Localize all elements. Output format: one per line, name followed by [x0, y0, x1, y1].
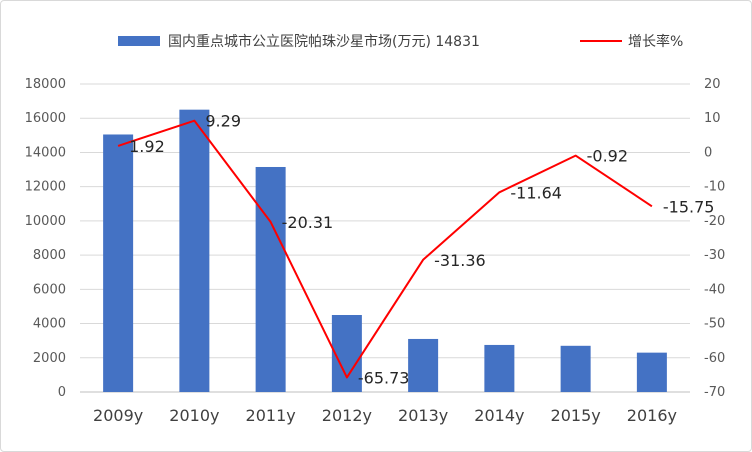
bar	[255, 166, 286, 392]
bar	[331, 315, 362, 392]
line-data-labels: 1.92 9.29 -20.31 -65.73 -31.36 -11.64 -0.92 -15…	[129, 112, 714, 388]
x-axis-tick-label: 2014y	[474, 406, 524, 425]
bar-series	[103, 109, 667, 393]
legend-bar-label: 国内重点城市公立医院帕珠沙星市场(万元) 14831	[168, 33, 480, 50]
bar	[179, 109, 210, 393]
right-axis-tick-label: -20	[704, 214, 725, 229]
line-data-label: -0.92	[587, 147, 628, 166]
left-axis-ticks: 0 2000 4000 6000 8000 10000 12000 14000 16000 180…	[25, 77, 66, 400]
line-data-label: -65.73	[358, 368, 410, 387]
x-axis-tick-label: 2016y	[627, 406, 677, 425]
right-axis-tick-label: -40	[704, 282, 725, 297]
left-axis-tick-label: 6000	[33, 282, 66, 297]
legend-line-label: 增长率%	[628, 33, 683, 50]
bar	[103, 134, 134, 392]
left-axis-tick-label: 14000	[25, 145, 66, 160]
left-axis-tick-label: 0	[58, 385, 66, 400]
left-axis-tick-label: 4000	[33, 317, 66, 332]
line-data-label: -20.31	[282, 213, 334, 232]
left-axis-tick-label: 10000	[25, 214, 66, 229]
right-axis-tick-label: -10	[704, 180, 725, 195]
line-data-label: 1.92	[129, 137, 165, 156]
right-axis-tick-label: -60	[704, 351, 725, 366]
x-axis-ticks: 2009y 2010y 2011y 2012y 2013y 2014y 2015y 2016y	[93, 406, 677, 425]
bar	[560, 345, 591, 392]
right-axis-tick-label: 20	[704, 77, 721, 92]
line-data-label: 9.29	[205, 112, 241, 131]
right-axis-tick-label: -70	[704, 385, 725, 400]
bar	[636, 352, 667, 392]
right-axis-ticks: -70 -60 -50 -40 -30 -20 -10 0 10 20	[704, 77, 725, 400]
x-axis-tick-label: 2015y	[551, 406, 601, 425]
x-axis-tick-label: 2012y	[322, 406, 372, 425]
x-axis-tick-label: 2011y	[246, 406, 296, 425]
bar	[484, 344, 515, 392]
x-axis-tick-label: 2009y	[93, 406, 143, 425]
left-axis-tick-label: 16000	[25, 111, 66, 126]
legend: 国内重点城市公立医院帕珠沙星市场(万元) 14831 增长率%	[118, 33, 683, 50]
growth-rate-line	[117, 119, 653, 379]
line-data-label: -15.75	[663, 197, 715, 216]
left-axis-tick-label: 2000	[33, 351, 66, 366]
right-axis-tick-label: 10	[704, 111, 721, 126]
left-axis-tick-label: 8000	[33, 248, 66, 263]
x-axis-tick-label: 2010y	[169, 406, 219, 425]
left-axis-tick-label: 18000	[25, 77, 66, 92]
right-axis-tick-label: -30	[704, 248, 725, 263]
legend-bar-swatch	[118, 36, 160, 46]
left-axis-tick-label: 12000	[25, 180, 66, 195]
line-series	[117, 119, 653, 379]
x-axis-tick-label: 2013y	[398, 406, 448, 425]
line-data-label: -31.36	[434, 251, 486, 270]
gridlines	[80, 83, 690, 393]
line-data-label: -11.64	[510, 183, 562, 202]
bar	[408, 338, 439, 392]
right-axis-tick-label: -50	[704, 317, 725, 332]
right-axis-tick-label: 0	[704, 145, 712, 160]
